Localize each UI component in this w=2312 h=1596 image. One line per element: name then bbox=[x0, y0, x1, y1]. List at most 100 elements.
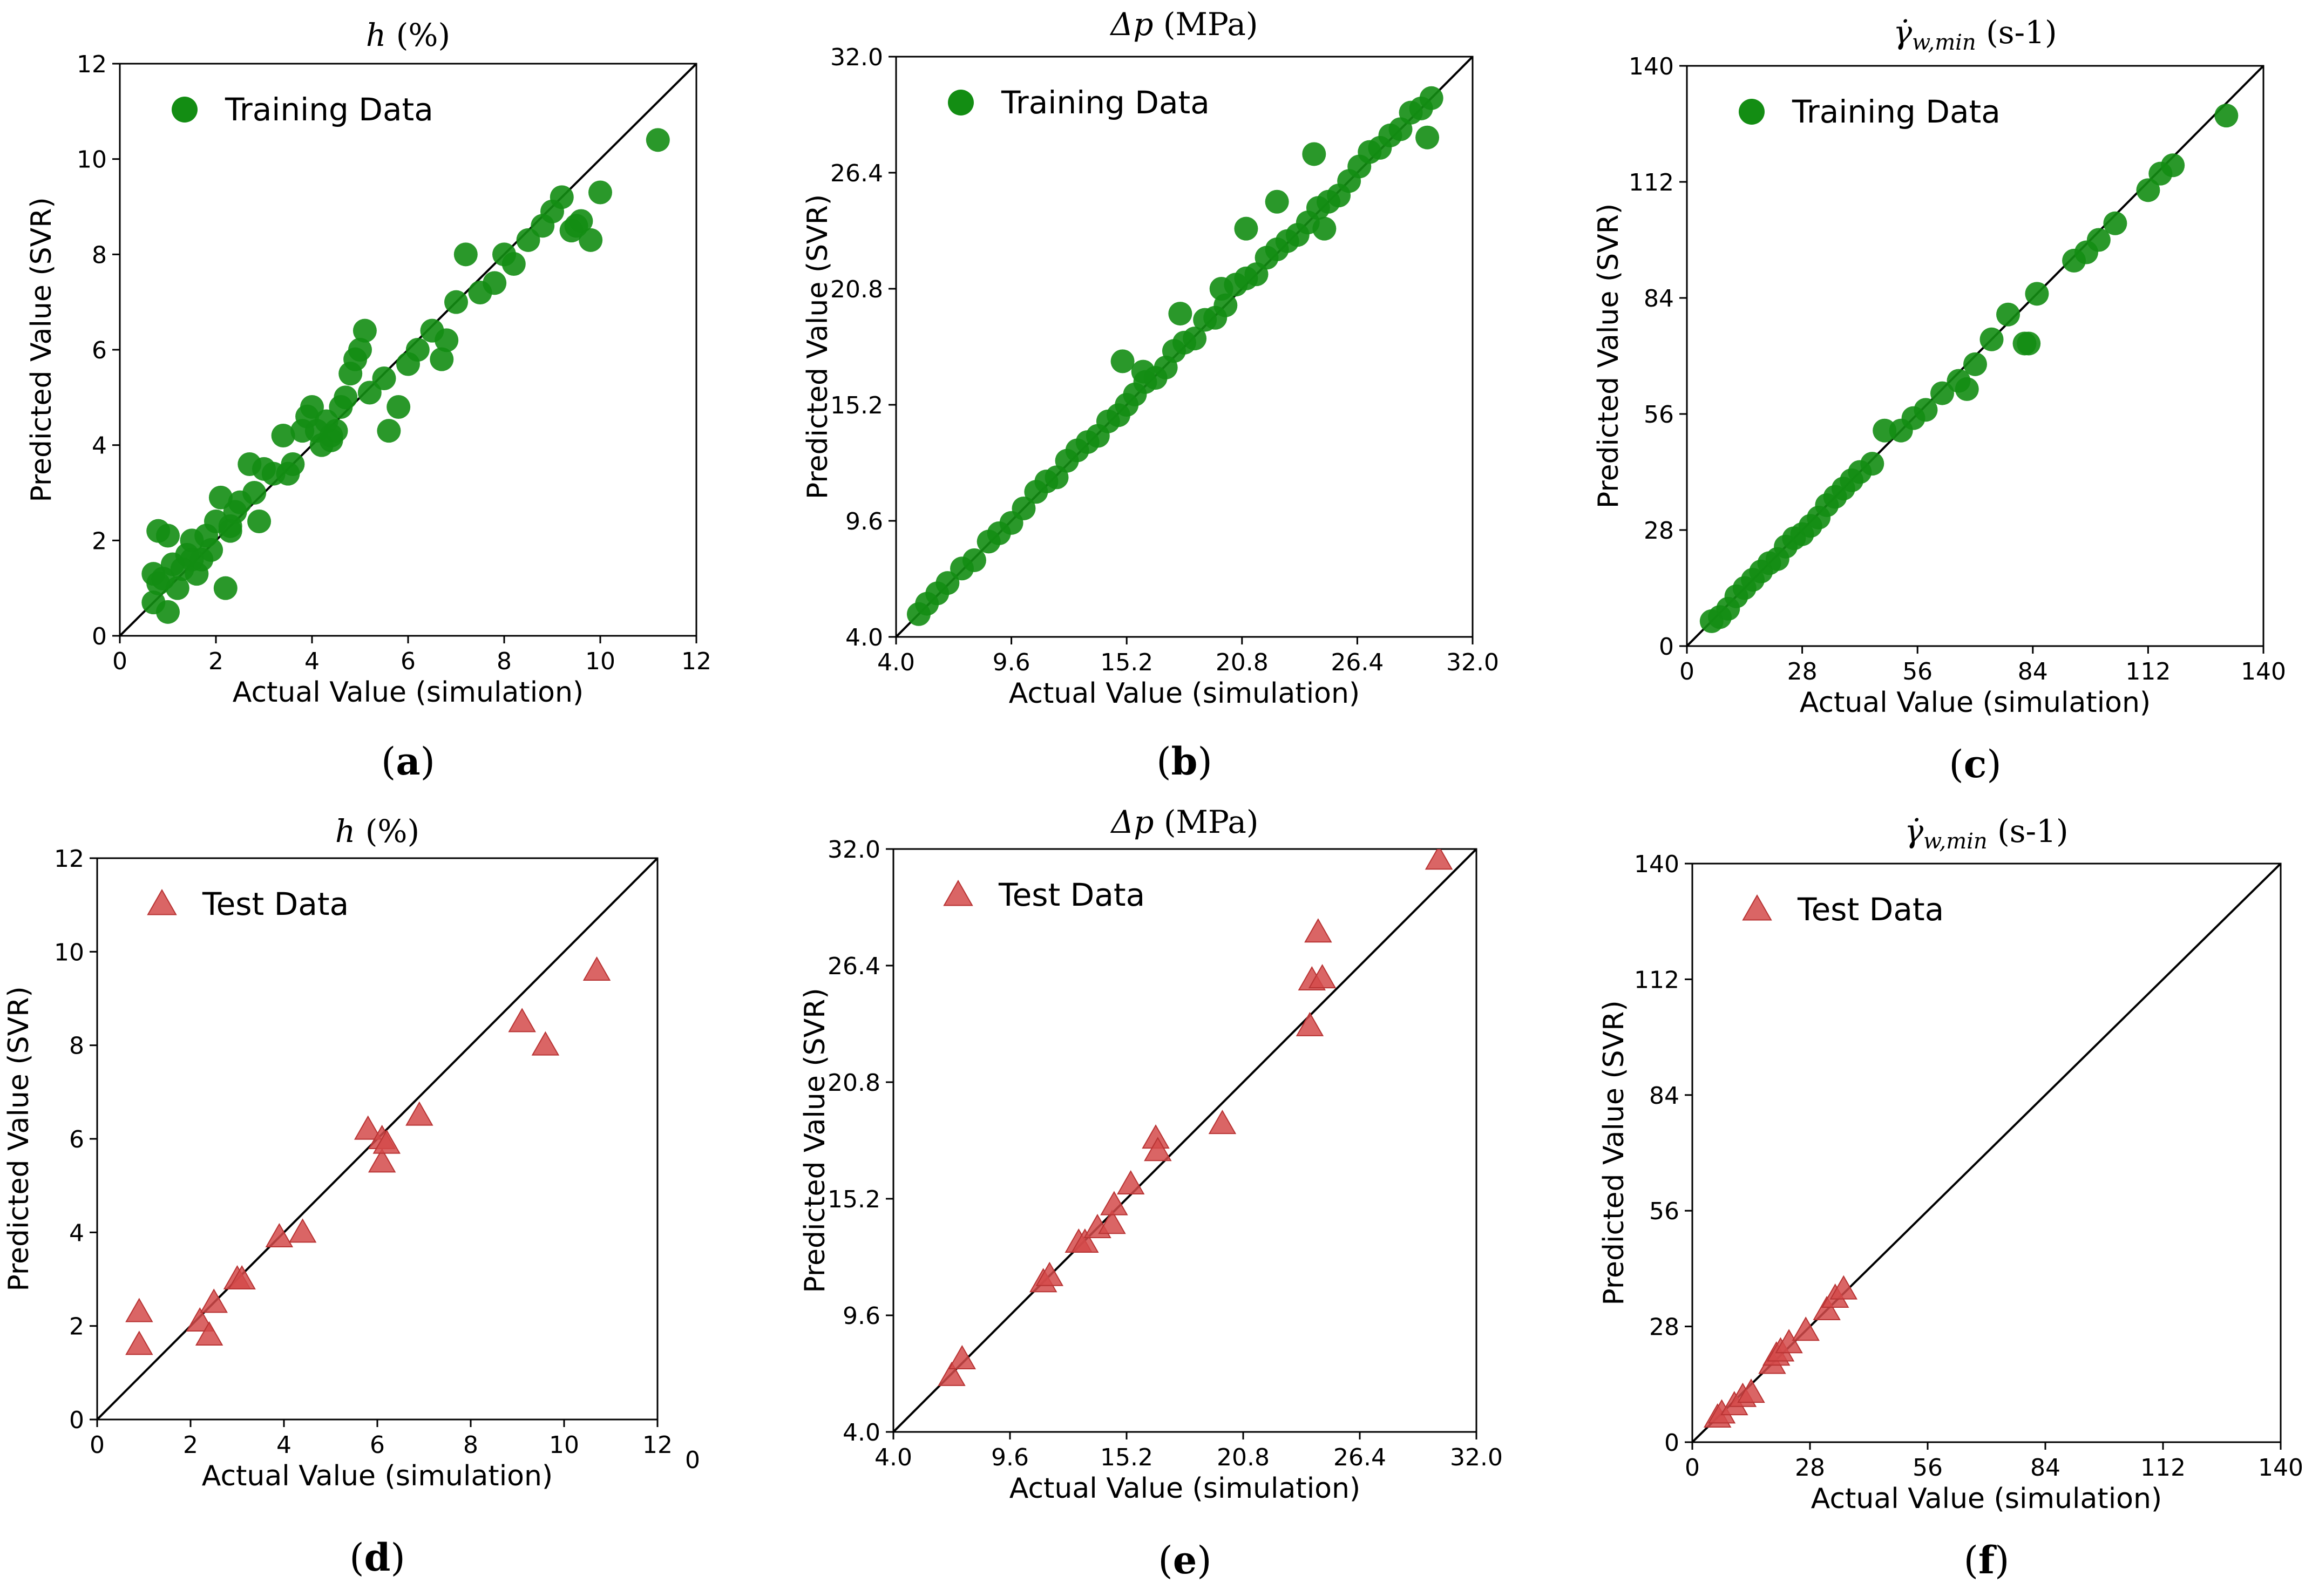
training-point bbox=[435, 328, 459, 352]
x-tick-label: 26.4 bbox=[1333, 1444, 1386, 1471]
x-tick-label: 4 bbox=[276, 1431, 291, 1459]
test-point bbox=[1813, 1295, 1841, 1320]
training-point bbox=[1914, 398, 1938, 422]
caption-open-paren: ( bbox=[1949, 742, 1963, 786]
caption-close-paren: ) bbox=[421, 739, 435, 784]
legend-label: Test Data bbox=[998, 877, 1145, 913]
plot-frame bbox=[1686, 65, 2264, 647]
training-point bbox=[146, 571, 171, 595]
training-point bbox=[646, 128, 670, 152]
training-point bbox=[501, 252, 526, 276]
y-tick-label: 112 bbox=[1629, 169, 1674, 196]
training-point bbox=[242, 481, 267, 505]
test-point bbox=[948, 1344, 977, 1369]
training-point bbox=[156, 600, 180, 624]
title-unit: (MPa) bbox=[1154, 804, 1258, 840]
test-point bbox=[1829, 1275, 1858, 1300]
legend-marker bbox=[1742, 894, 1772, 921]
identity-line bbox=[893, 849, 1476, 1432]
legend-marker bbox=[172, 97, 198, 123]
panel-caption: (d) bbox=[349, 1535, 405, 1580]
training-point bbox=[2136, 178, 2160, 202]
test-point bbox=[354, 1115, 382, 1140]
test-point bbox=[1208, 1110, 1237, 1135]
caption-letter: e bbox=[1173, 1538, 1197, 1583]
y-axis-label: Predicted Value (SVR) bbox=[802, 194, 834, 499]
test-point bbox=[1071, 1228, 1099, 1253]
training-point bbox=[1963, 352, 1987, 376]
training-point bbox=[199, 538, 223, 562]
training-point bbox=[1012, 496, 1036, 520]
training-point bbox=[483, 271, 507, 295]
y-tick-label: 6 bbox=[69, 1126, 84, 1153]
x-tick-label: 8 bbox=[463, 1431, 478, 1459]
y-tick-label: 8 bbox=[69, 1033, 84, 1060]
test-point bbox=[368, 1148, 396, 1173]
training-point bbox=[1110, 349, 1135, 373]
training-point bbox=[2025, 282, 2049, 306]
test-point bbox=[508, 1008, 536, 1033]
y-axis-label: Predicted Value (SVR) bbox=[1592, 203, 1625, 508]
y-tick-label: 20.8 bbox=[830, 276, 883, 303]
y-tick-label: 2 bbox=[69, 1313, 84, 1341]
y-tick-label: 84 bbox=[1649, 1082, 1679, 1110]
test-point bbox=[1144, 1137, 1172, 1162]
caption-letter: f bbox=[1978, 1538, 1997, 1583]
y-tick-label: 12 bbox=[77, 51, 107, 78]
legend: Test Data bbox=[147, 886, 349, 922]
x-tick-label: 20.8 bbox=[1216, 649, 1269, 676]
test-point bbox=[372, 1129, 401, 1154]
test-point bbox=[531, 1031, 560, 1056]
x-tick-label: 4.0 bbox=[877, 649, 915, 676]
x-tick-label: 32.0 bbox=[1450, 1444, 1503, 1471]
title-unit: (MPa) bbox=[1153, 6, 1258, 43]
x-tick-label: 15.2 bbox=[1100, 649, 1153, 676]
training-point bbox=[377, 419, 401, 443]
training-point bbox=[213, 576, 238, 600]
title-symbol: γ̇ bbox=[1893, 14, 1912, 51]
training-point bbox=[550, 185, 574, 209]
caption-close-paren: ) bbox=[1197, 1538, 1211, 1583]
training-point bbox=[2103, 211, 2127, 235]
x-tick-label: 140 bbox=[2241, 658, 2286, 685]
panel-c: 0 28 56 84 112 140 0 28 56 84 112 140 Actual Value (… bbox=[1592, 14, 2286, 786]
training-point bbox=[319, 424, 343, 447]
test-point bbox=[125, 1298, 153, 1322]
x-tick-label: 10 bbox=[549, 1431, 579, 1459]
training-point bbox=[1415, 125, 1440, 150]
legend-label: Test Data bbox=[202, 886, 349, 922]
x-tick-label: 6 bbox=[401, 648, 416, 675]
x-tick-label: 9.6 bbox=[993, 649, 1030, 676]
title-unit: (s-1) bbox=[1976, 14, 2057, 51]
training-point bbox=[579, 228, 603, 252]
x-tick-label: 32.0 bbox=[1446, 649, 1499, 676]
y-tick-label: 140 bbox=[1629, 53, 1674, 80]
training-point bbox=[372, 366, 396, 390]
y-tick-label: 0 bbox=[1659, 633, 1674, 661]
panel-d: 0 2 4 6 8 10 12 0 2 4 6 8 10 12 0 Actual Value (simulat… bbox=[3, 813, 700, 1580]
x-tick-label: 12 bbox=[642, 1431, 673, 1459]
caption-open-paren: ( bbox=[381, 739, 396, 784]
test-point bbox=[1308, 964, 1337, 989]
y-tick-label: 26.4 bbox=[830, 160, 883, 187]
training-point bbox=[962, 548, 986, 572]
title-unit: (%) bbox=[386, 17, 450, 53]
training-point bbox=[2017, 331, 2041, 356]
training-point bbox=[2214, 104, 2239, 128]
title-subscript: w,min bbox=[1912, 30, 1976, 55]
training-point bbox=[588, 180, 612, 205]
x-tick-label: 0 bbox=[90, 1431, 105, 1459]
caption-close-paren: ) bbox=[1197, 739, 1212, 784]
stray-tick-label: 0 bbox=[685, 1446, 700, 1474]
plot-area bbox=[97, 858, 657, 1420]
x-tick-label: 112 bbox=[2140, 1454, 2186, 1482]
chart-title: Δp (MPa) bbox=[1109, 6, 1258, 43]
x-tick-label: 9.6 bbox=[991, 1444, 1029, 1471]
y-tick-label: 9.6 bbox=[845, 508, 883, 535]
caption-letter: a bbox=[396, 739, 420, 784]
title-symbol: Δp bbox=[1109, 6, 1153, 43]
test-point bbox=[1035, 1261, 1064, 1286]
x-tick-label: 4.0 bbox=[874, 1444, 912, 1471]
title-subscript: w,min bbox=[1923, 829, 1988, 854]
